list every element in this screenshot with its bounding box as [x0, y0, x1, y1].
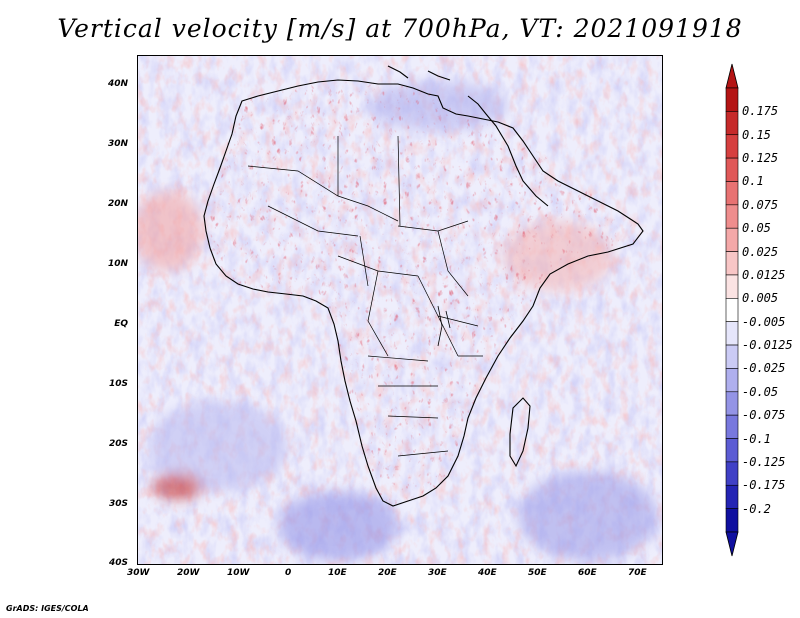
legend-label: 0.075: [742, 197, 779, 212]
legend-box: [725, 438, 739, 463]
legend-min-arrow: [725, 531, 739, 557]
coastlines: [203, 65, 644, 507]
legend-label: -0.2: [742, 501, 771, 516]
lon-label-30e: 30E: [428, 568, 447, 578]
legend-label: 0.15: [742, 127, 771, 142]
legend-box: [725, 204, 739, 229]
legend-label: -0.125: [742, 454, 786, 469]
legend-label: 0.025: [742, 244, 779, 259]
legend-label: 0.05: [742, 221, 771, 236]
lat-label-10s: 10S: [108, 379, 128, 389]
lat-label-20s: 20S: [108, 439, 128, 449]
lon-label-60e: 60E: [578, 568, 597, 578]
lon-label-10w: 10W: [227, 568, 250, 578]
legend-box: [725, 111, 739, 136]
grads-credit: GrADS: IGES/COLA: [6, 604, 89, 613]
legend-box: [725, 391, 739, 416]
legend-box: [725, 274, 739, 299]
lon-label-40e: 40E: [478, 568, 497, 578]
lat-label-10n: 10N: [107, 259, 128, 269]
legend-label: -0.0125: [742, 338, 793, 353]
lon-label-50e: 50E: [528, 568, 547, 578]
legend-label: -0.025: [742, 361, 786, 376]
lon-label-30w: 30W: [127, 568, 150, 578]
map-svg: [138, 56, 662, 564]
legend-label: -0.005: [742, 314, 786, 329]
map-panel: [137, 55, 663, 565]
legend-box: [725, 87, 739, 112]
legend-label: -0.1: [742, 431, 771, 446]
legend-label: 0.1: [742, 174, 764, 189]
lat-label-30s: 30S: [108, 499, 128, 509]
color-legend: [725, 63, 739, 557]
legend-box: [725, 227, 739, 252]
lat-label-30n: 30N: [107, 139, 128, 149]
legend-box: [725, 414, 739, 439]
legend-box: [725, 251, 739, 276]
legend-max-arrow: [725, 63, 739, 89]
legend-box: [725, 298, 739, 322]
legend-box: [725, 321, 739, 346]
map-title: Vertical velocity [m/s] at 700hPa, VT: 2…: [57, 14, 743, 43]
legend-box: [725, 157, 739, 182]
legend-label: 0.175: [742, 104, 779, 119]
lat-label-eq: EQ: [114, 319, 128, 329]
lat-label-20n: 20N: [107, 199, 128, 209]
lon-label-20w: 20W: [177, 568, 200, 578]
legend-box: [725, 181, 739, 206]
lon-label-20e: 20E: [378, 568, 397, 578]
legend-label: 0.0125: [742, 267, 786, 282]
legend-label: -0.175: [742, 478, 786, 493]
legend-box: [725, 484, 739, 509]
legend-box: [725, 508, 739, 533]
country-borders: [247, 135, 483, 457]
legend-label: 0.125: [742, 151, 779, 166]
legend-box: [725, 134, 739, 159]
legend-label: -0.075: [742, 408, 786, 423]
lat-label-40n: 40N: [107, 79, 128, 89]
legend-box: [725, 344, 739, 369]
lon-label-10e: 10E: [328, 568, 347, 578]
legend-label: -0.05: [742, 384, 779, 399]
legend-box: [725, 461, 739, 486]
lon-label-0: 0: [285, 568, 292, 578]
legend-box: [725, 368, 739, 393]
rivers-lakes: [437, 305, 451, 347]
lat-label-40s: 40S: [108, 558, 128, 568]
lon-label-70e: 70E: [628, 568, 647, 578]
legend-label: 0.005: [742, 291, 779, 306]
legend-boxes: [725, 63, 739, 557]
